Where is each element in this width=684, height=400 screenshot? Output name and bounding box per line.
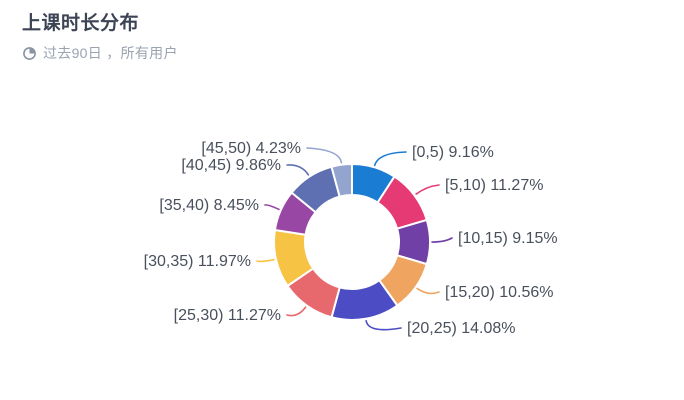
label-leader-line bbox=[286, 306, 307, 317]
pie-segment-[45,50)[interactable] bbox=[330, 163, 353, 198]
pie-label: [25,30) 11.27% bbox=[174, 307, 281, 324]
label-leader-line bbox=[373, 151, 407, 167]
pie-label: [5,10) 11.27% bbox=[445, 177, 543, 194]
time-range-label: 过去90日 ，所有用户 bbox=[43, 45, 178, 61]
label-leader-line bbox=[264, 204, 280, 211]
label-leader-line bbox=[431, 237, 453, 243]
pie-label: [20,25) 14.08% bbox=[407, 320, 516, 337]
pie-label: [40,45) 9.86% bbox=[181, 157, 281, 174]
label-leader-line bbox=[416, 287, 440, 295]
time-filter-row: 过去90日 ，所有用户 bbox=[22, 43, 178, 63]
pie-label: [35,40) 8.45% bbox=[159, 197, 259, 214]
clock-pie-icon bbox=[22, 46, 37, 61]
pie-label: [0,5) 9.16% bbox=[412, 144, 494, 161]
pie-label: [10,15) 9.15% bbox=[458, 230, 558, 247]
pie-label: [45,50) 4.23% bbox=[201, 140, 301, 157]
label-leader-line bbox=[365, 319, 402, 331]
chart-header: 上课时长分布 过去90日 ，所有用户 bbox=[22, 11, 178, 63]
label-leader-line bbox=[306, 147, 343, 164]
label-leader-line bbox=[415, 184, 440, 195]
pie-label: [15,20) 10.56% bbox=[445, 284, 554, 301]
label-leader-line bbox=[256, 258, 275, 263]
label-leader-line bbox=[286, 164, 310, 176]
page-title: 上课时长分布 bbox=[22, 13, 140, 34]
pie-label: [30,35) 11.97% bbox=[144, 253, 251, 270]
